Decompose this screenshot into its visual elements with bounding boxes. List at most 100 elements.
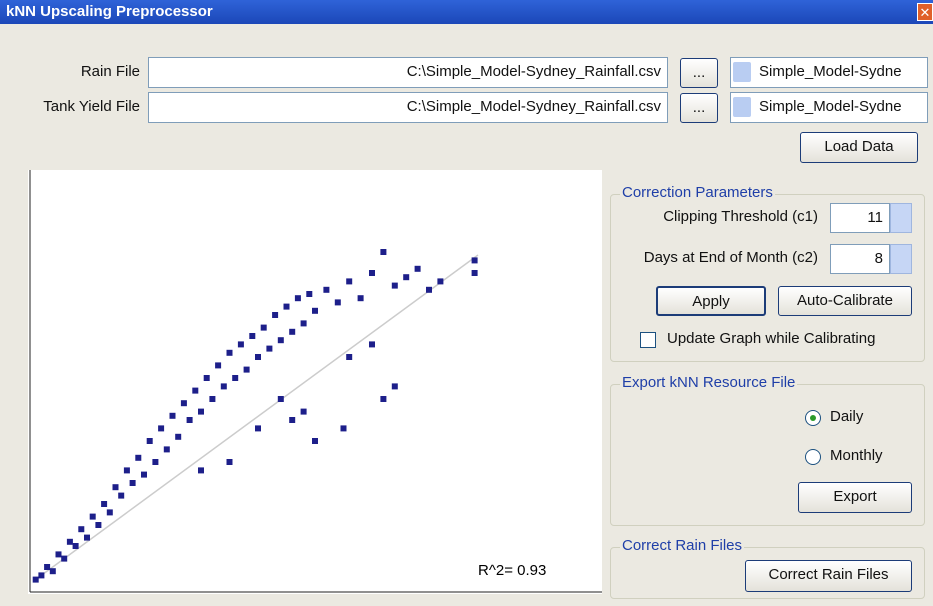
point: [380, 396, 387, 402]
point: [357, 295, 364, 302]
point: [300, 408, 307, 415]
dropdown[interactable]: Simple_Model-Sydne: [730, 92, 928, 123]
point: [312, 438, 318, 444]
point: [44, 564, 51, 570]
browse-button[interactable]: ...: [680, 93, 718, 123]
title-bar: kNN Upscaling Preprocessor: [0, 0, 933, 24]
dropdown-arrow[interactable]: [733, 62, 751, 82]
group-title: Correction Parameters: [620, 184, 775, 201]
point: [38, 572, 45, 579]
point: [220, 383, 227, 390]
point: [118, 492, 125, 499]
label: Days at End of Month (c2): [643, 249, 818, 266]
point: [294, 295, 301, 302]
annotation: R^2= 0.93: [478, 562, 546, 579]
group-box: [610, 547, 925, 599]
dropdown[interactable]: Simple_Model-Sydne: [730, 57, 928, 88]
label: Tank Yield File: [43, 98, 140, 115]
point: [260, 324, 267, 331]
point: [186, 417, 193, 423]
point: [312, 307, 318, 314]
radio-label: Monthly: [830, 447, 883, 464]
point: [255, 354, 261, 360]
point: [89, 513, 96, 520]
point: [391, 383, 398, 390]
point: [95, 522, 102, 528]
point: [135, 454, 142, 461]
group-title: Correct Rain Files: [620, 537, 745, 554]
spinner[interactable]: [890, 244, 912, 274]
point: [346, 354, 353, 360]
number-field[interactable]: 11: [830, 203, 890, 233]
point: [403, 274, 410, 281]
point: [192, 387, 199, 394]
point: [471, 270, 478, 276]
load-button[interactable]: Load Data: [800, 132, 918, 163]
dropdown-arrow[interactable]: [733, 97, 751, 117]
text-field[interactable]: C:\Simple_Model-Sydney_Rainfall.csv: [148, 57, 668, 88]
close-button[interactable]: ✕: [917, 3, 933, 21]
point: [414, 265, 421, 272]
point: [203, 375, 210, 381]
point: [380, 249, 387, 255]
point: [101, 501, 108, 507]
point: [112, 484, 119, 491]
point: [106, 509, 113, 516]
dropdown-text: Simple_Model-Sydne: [759, 63, 902, 80]
point: [426, 286, 432, 293]
point: [391, 282, 398, 289]
point: [198, 408, 204, 415]
dropdown-text: Simple_Model-Sydne: [759, 98, 902, 115]
point: [283, 303, 290, 310]
point: [277, 396, 284, 402]
point: [323, 286, 330, 293]
point: [152, 459, 159, 465]
radio-checked[interactable]: [805, 410, 821, 426]
radio-label: Daily: [830, 408, 864, 425]
point: [72, 543, 79, 549]
fit-line: [34, 254, 479, 581]
radio[interactable]: [805, 449, 821, 465]
point: [49, 568, 56, 575]
point: [209, 396, 216, 402]
export-button[interactable]: Export: [798, 482, 912, 513]
point: [78, 526, 85, 533]
point: [226, 459, 233, 465]
point: [175, 433, 182, 440]
point: [243, 366, 250, 373]
point: [180, 400, 187, 407]
point: [471, 257, 478, 264]
point: [369, 270, 375, 276]
point: [346, 278, 353, 285]
number-field[interactable]: 8: [830, 244, 890, 274]
point: [300, 320, 307, 327]
spinner[interactable]: [890, 203, 912, 233]
correct-button[interactable]: Correct Rain Files: [745, 560, 912, 592]
point: [66, 538, 73, 545]
point: [215, 362, 222, 369]
point: [232, 375, 239, 381]
point: [158, 425, 165, 432]
point: [141, 471, 147, 478]
point: [169, 412, 176, 419]
browse-button[interactable]: ...: [680, 58, 718, 88]
point: [255, 425, 261, 432]
point: [277, 337, 284, 344]
group-title: Export kNN Resource File: [620, 374, 798, 391]
point: [198, 467, 204, 474]
point: [249, 333, 256, 339]
plot-background: [28, 170, 602, 594]
point: [84, 534, 90, 541]
point: [32, 576, 39, 583]
label: Clipping Threshold (c1): [663, 208, 818, 225]
checkbox[interactable]: [640, 332, 656, 348]
text-field[interactable]: C:\Simple_Model-Sydney_Rainfall.csv: [148, 92, 668, 123]
auto-calibrate-button[interactable]: Auto-Calibrate: [778, 286, 912, 316]
point: [340, 425, 347, 432]
point: [272, 312, 279, 318]
point: [266, 345, 273, 352]
point: [55, 551, 62, 558]
point: [289, 417, 296, 423]
apply-button[interactable]: Apply: [656, 286, 766, 316]
